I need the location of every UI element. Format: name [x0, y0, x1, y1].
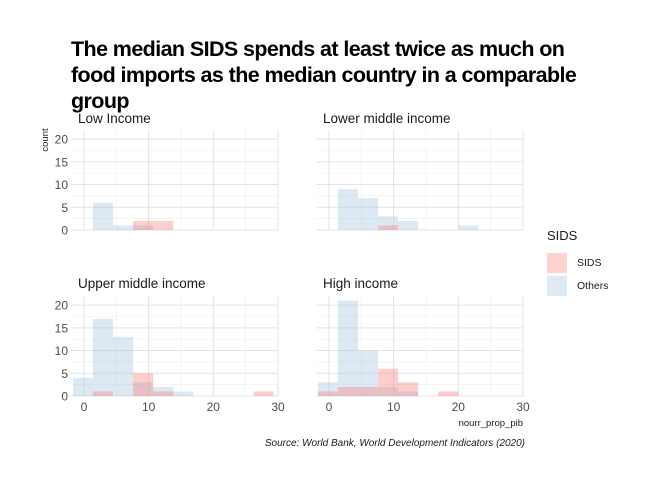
- y-tick-label: 15: [55, 155, 69, 169]
- x-tick-label: 20: [452, 400, 466, 414]
- bar-high-income-others: [398, 391, 419, 396]
- bar-upper-middle-income-others: [133, 382, 154, 396]
- bar-high-income-sids: [317, 391, 338, 396]
- bar-low-income-sids: [153, 220, 174, 230]
- bar-upper-middle-income-others: [72, 377, 93, 396]
- x-tick-label: 30: [516, 400, 530, 414]
- x-tick-label: 0: [81, 400, 88, 414]
- bar-high-income-sids: [378, 368, 399, 396]
- x-tick-label: 20: [207, 400, 221, 414]
- bar-upper-middle-income-others: [92, 318, 114, 396]
- facet-title-low-income: Low Income: [78, 111, 151, 126]
- bar-high-income-others: [317, 382, 338, 396]
- bar-low-income-sids: [133, 220, 154, 230]
- legend-key-others: [547, 275, 567, 296]
- bar-low-income-others: [133, 225, 154, 230]
- bar-lower-middle-income-others: [358, 198, 379, 230]
- legend-item-sids: SIDS: [547, 251, 609, 274]
- y-axis-title: count: [40, 128, 51, 152]
- source-caption: Source: World Bank, World Development In…: [264, 438, 525, 449]
- bar-upper-middle-income-sids: [92, 391, 114, 396]
- chart-title: The median SIDS spends at least twice as…: [71, 36, 631, 114]
- facet-title-lower-middle-income: Lower middle income: [323, 111, 451, 126]
- bar-lower-middle-income-others: [398, 220, 419, 230]
- bar-high-income-others: [358, 350, 379, 396]
- bar-upper-middle-income-sids: [253, 391, 274, 396]
- bar-high-income-sids: [358, 386, 379, 396]
- facet-title-high-income: High income: [323, 276, 398, 291]
- chart-title-line-2: food imports as the median country in a …: [71, 63, 577, 113]
- y-tick-label: 15: [55, 321, 69, 335]
- x-tick-label: 10: [387, 400, 401, 414]
- bar-lower-middle-income-others: [337, 189, 359, 230]
- facet-title-upper-middle-income: Upper middle income: [78, 276, 206, 291]
- bar-upper-middle-income-others: [113, 336, 134, 396]
- bar-upper-middle-income-others: [153, 386, 174, 396]
- legend-key-sids: [547, 252, 567, 273]
- legend-label-sids: SIDS: [577, 256, 602, 269]
- bar-lower-middle-income-sids: [378, 225, 399, 230]
- bar-upper-middle-income-sids: [153, 391, 174, 396]
- bar-lower-middle-income-others: [458, 225, 479, 230]
- bar-high-income-sids: [398, 382, 419, 396]
- y-tick-label: 0: [61, 390, 68, 404]
- y-tick-label: 5: [61, 367, 68, 381]
- legend-label-others: Others: [577, 279, 609, 292]
- legend: SIDS SIDS Others: [547, 228, 609, 297]
- bar-high-income-sids: [438, 391, 459, 396]
- y-tick-label: 20: [55, 299, 69, 313]
- y-tick-label: 20: [55, 133, 69, 147]
- x-axis-title: nourr_prop_pib: [459, 418, 523, 429]
- bar-upper-middle-income-sids: [133, 373, 154, 396]
- bar-low-income-others: [113, 225, 134, 230]
- y-tick-label: 10: [55, 344, 69, 358]
- chart-title-line-1: The median SIDS spends at least twice as…: [71, 37, 565, 61]
- bar-high-income-others: [378, 386, 399, 396]
- legend-item-others: Others: [547, 274, 609, 297]
- bar-high-income-sids: [337, 386, 359, 396]
- y-tick-label: 5: [61, 201, 68, 215]
- bar-upper-middle-income-others: [173, 391, 194, 396]
- x-tick-label: 30: [271, 400, 285, 414]
- bar-low-income-others: [92, 202, 114, 230]
- y-tick-label: 0: [61, 224, 68, 238]
- legend-title: SIDS: [547, 228, 578, 243]
- y-tick-label: 10: [55, 178, 69, 192]
- bar-lower-middle-income-others: [378, 216, 399, 230]
- bar-high-income-others: [337, 300, 359, 396]
- x-tick-label: 10: [142, 400, 156, 414]
- x-tick-label: 0: [326, 400, 333, 414]
